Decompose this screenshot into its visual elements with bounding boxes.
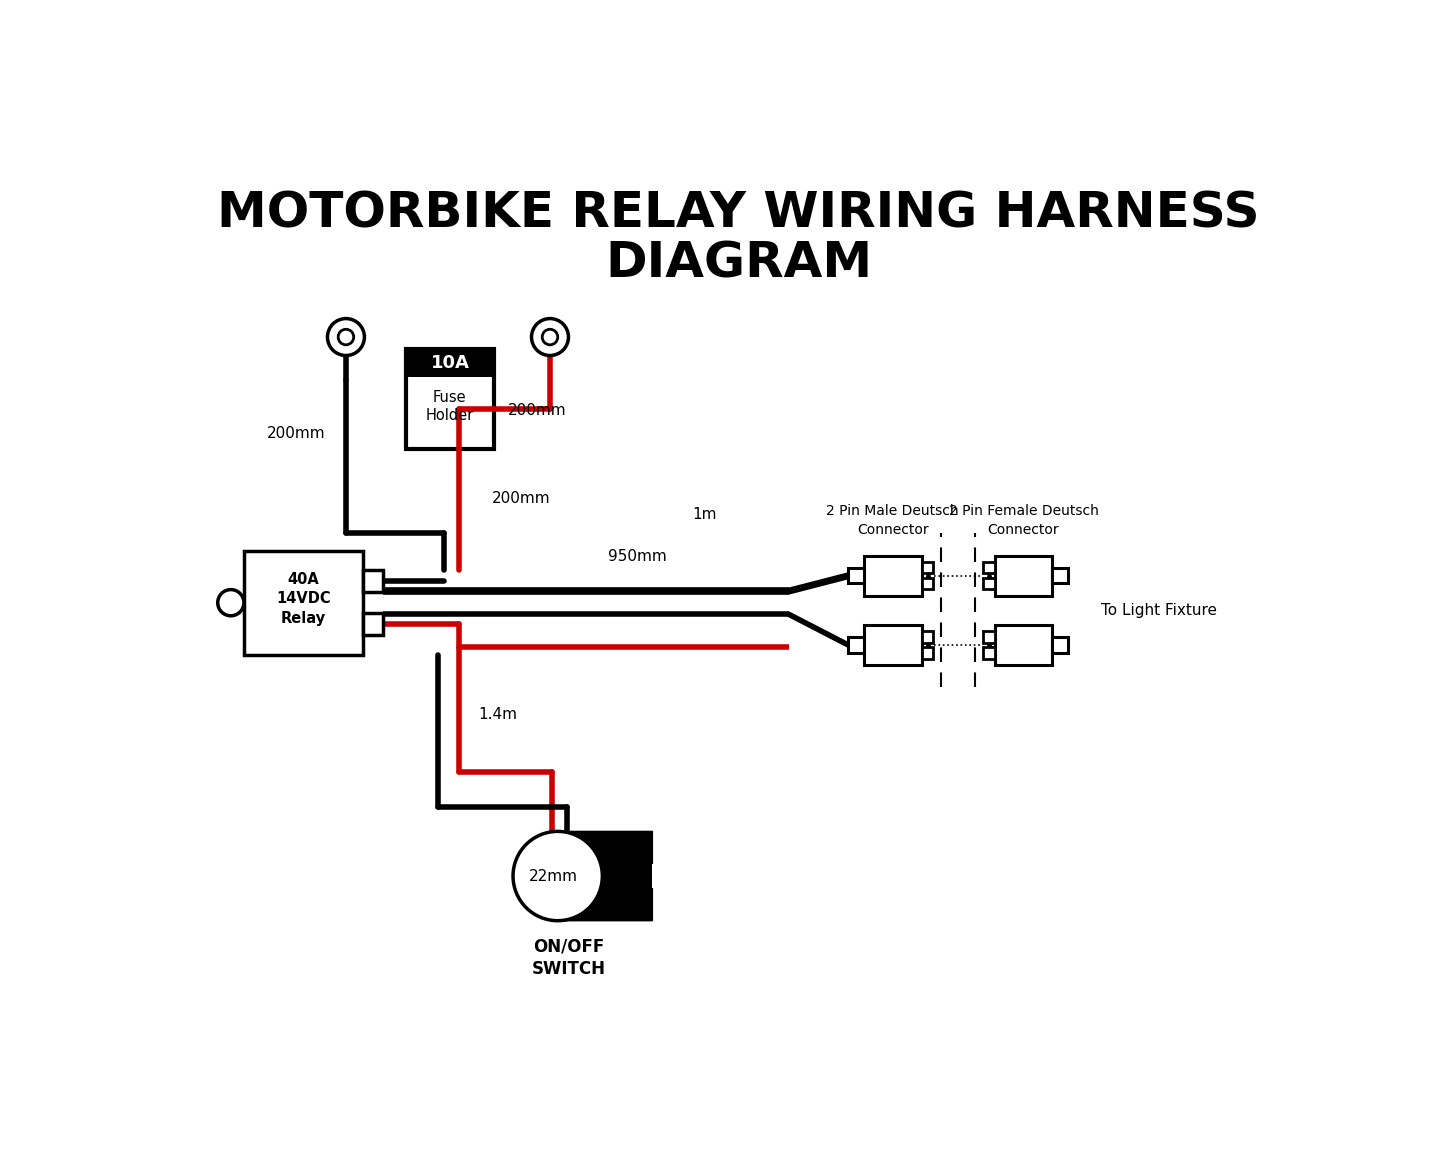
Circle shape (218, 590, 244, 616)
FancyBboxPatch shape (864, 556, 922, 596)
FancyBboxPatch shape (864, 625, 922, 665)
Text: 950mm: 950mm (608, 549, 666, 564)
FancyBboxPatch shape (406, 349, 494, 449)
FancyBboxPatch shape (922, 578, 933, 589)
Polygon shape (558, 831, 652, 921)
FancyBboxPatch shape (983, 632, 994, 642)
Text: 22mm: 22mm (529, 869, 578, 884)
Text: To Light Fixture: To Light Fixture (1101, 603, 1217, 618)
Text: 200mm: 200mm (507, 402, 566, 417)
Text: ON/OFF
SWITCH: ON/OFF SWITCH (532, 937, 607, 978)
FancyBboxPatch shape (244, 550, 363, 654)
FancyBboxPatch shape (652, 864, 672, 887)
Circle shape (532, 318, 568, 356)
Circle shape (328, 318, 364, 356)
FancyBboxPatch shape (922, 632, 933, 642)
Circle shape (338, 329, 354, 345)
FancyBboxPatch shape (406, 349, 494, 377)
Circle shape (542, 329, 558, 345)
FancyBboxPatch shape (848, 638, 864, 653)
Text: Fuse
Holder: Fuse Holder (426, 389, 474, 423)
FancyBboxPatch shape (1052, 638, 1068, 653)
Text: 200mm: 200mm (266, 426, 325, 441)
Text: 1m: 1m (692, 507, 717, 521)
Text: MOTORBIKE RELAY WIRING HARNESS: MOTORBIKE RELAY WIRING HARNESS (217, 190, 1260, 238)
FancyBboxPatch shape (848, 568, 864, 583)
Circle shape (513, 831, 603, 921)
Text: 200mm: 200mm (493, 491, 551, 506)
FancyBboxPatch shape (994, 625, 1052, 665)
Text: DIAGRAM: DIAGRAM (605, 240, 873, 288)
FancyBboxPatch shape (994, 556, 1052, 596)
Text: 2 Pin Female Deutsch
Connector: 2 Pin Female Deutsch Connector (948, 504, 1098, 536)
FancyBboxPatch shape (363, 570, 383, 592)
FancyBboxPatch shape (922, 647, 933, 659)
FancyBboxPatch shape (983, 578, 994, 589)
Text: 40A
14VDC
Relay: 40A 14VDC Relay (276, 573, 331, 625)
FancyBboxPatch shape (1052, 568, 1068, 583)
Text: 1.4m: 1.4m (478, 707, 517, 722)
FancyBboxPatch shape (983, 647, 994, 659)
FancyBboxPatch shape (983, 562, 994, 574)
FancyBboxPatch shape (922, 562, 933, 574)
Text: 2 Pin Male Deutsch
Connector: 2 Pin Male Deutsch Connector (827, 504, 959, 536)
Text: 10A: 10A (431, 353, 470, 372)
FancyBboxPatch shape (363, 613, 383, 635)
